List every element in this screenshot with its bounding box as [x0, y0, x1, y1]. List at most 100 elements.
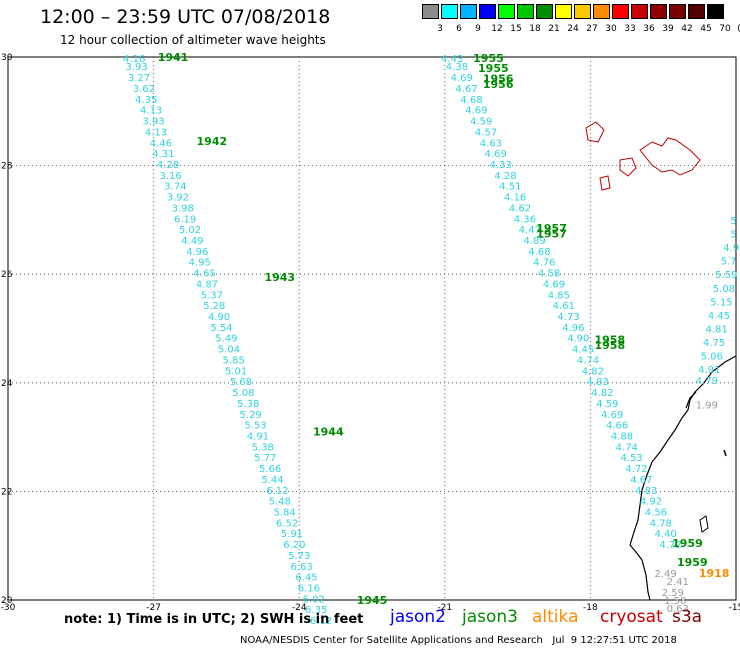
colorbar-label: 36 — [643, 24, 655, 34]
satellite-legend-item: jason3 — [462, 607, 518, 627]
colorbar-label: 21 — [548, 24, 560, 34]
swh-label: 4.88 — [611, 431, 633, 442]
pass-time-label: 1957 — [536, 227, 567, 240]
satellite-legend-item: cryosat — [600, 607, 663, 627]
colorbar-swatch — [517, 4, 534, 19]
swh-label: 6.16 — [298, 584, 320, 595]
swh-label: 5.49 — [215, 334, 237, 345]
colorbar-swatch — [536, 4, 553, 19]
swh-label: 1.99 — [696, 401, 718, 412]
swh-label: 4.45 — [708, 311, 730, 322]
swh-label: 4.56 — [645, 507, 667, 518]
colorbar-swatch — [669, 4, 686, 19]
swh-label: 4.59 — [596, 399, 618, 410]
pass-time-label: 1959 — [677, 556, 708, 569]
colorbar-label: 42 — [681, 24, 693, 34]
swh-label: 3.27 — [128, 73, 150, 84]
swh-label: 4.76 — [533, 258, 555, 269]
colorbar-swatch — [422, 4, 439, 19]
y-tick-label: 20 — [1, 596, 13, 606]
colorbar-label: (ft) — [734, 24, 740, 34]
colorbar-swatch — [441, 4, 458, 19]
coastline-inlet — [685, 391, 697, 409]
swh-label: 6.20 — [283, 540, 305, 551]
pass-time-label: 1955 — [473, 52, 504, 65]
island-small-2 — [723, 449, 727, 457]
swh-label: 2.41 — [667, 577, 689, 588]
swh-label: 5.85 — [223, 355, 245, 366]
colorbar-swatch — [707, 4, 724, 19]
colorbar-swatch — [555, 4, 572, 19]
swh-label: 5.02 — [179, 225, 201, 236]
colorbar-label: 33 — [624, 24, 636, 34]
pass-time-label: 1943 — [264, 271, 295, 284]
swh-label: 5.38 — [237, 399, 259, 410]
y-tick-label: 22 — [1, 487, 12, 497]
swh-label: 6.12 — [266, 486, 288, 497]
swh-label: 4.13 — [145, 127, 167, 138]
swh-label: 2.59 — [662, 588, 684, 599]
swh-label: 4.40 — [654, 529, 676, 540]
island-tenerife — [639, 137, 701, 176]
swh-label: 4.82 — [582, 366, 604, 377]
pass-time-label: 1959 — [672, 537, 703, 550]
swh-label: 4.92 — [640, 497, 662, 508]
swh-label: 5 — [730, 216, 736, 227]
swh-label: 3.98 — [172, 203, 194, 214]
swh-label: 5.7 — [721, 257, 737, 268]
swh-label: 4.58 — [538, 269, 560, 280]
swh-label: 4.63 — [480, 138, 502, 149]
swh-label: 6.63 — [290, 562, 312, 573]
swh-label: 4.91 — [698, 365, 720, 376]
swh-label: 5.04 — [218, 345, 240, 356]
colorbar-label: 18 — [529, 24, 541, 34]
colorbar-swatch — [574, 4, 591, 19]
y-tick-label: 28 — [1, 162, 13, 172]
swh-label: 5.91 — [281, 529, 303, 540]
swh-label: 4.47 — [519, 225, 541, 236]
swh-label: 3.16 — [159, 171, 181, 182]
colorbar-swatch — [479, 4, 496, 19]
swh-label: 4.83 — [635, 486, 657, 497]
swh-label: 4.69 — [465, 106, 487, 117]
swh-label: 4.91 — [247, 431, 269, 442]
pass-time-label: 1955 — [478, 62, 509, 75]
chart-subtitle: 12 hour collection of altimeter wave hei… — [60, 33, 326, 47]
swh-label: 4.13 — [140, 106, 162, 117]
swh-label: 3.74 — [164, 182, 186, 193]
swh-label: 4.35 — [135, 95, 157, 106]
swh-label: 4.87 — [196, 279, 218, 290]
colorbar-label: 9 — [475, 24, 481, 34]
swh-label: 5.08 — [232, 388, 254, 399]
swh-label: 4.81 — [705, 325, 727, 336]
pass-time-label: 1956 — [483, 78, 514, 91]
swh-label: 4.78 — [650, 518, 672, 529]
pass-time-label: 1918 — [699, 567, 730, 580]
swh-label: 4.16 — [123, 54, 145, 65]
swh-label: 4.16 — [504, 193, 526, 204]
chart-title: 12:00 – 23:59 UTC 07/08/2018 — [40, 6, 331, 28]
swh-label: 5.73 — [288, 551, 310, 562]
swh-label: 4.65 — [193, 269, 215, 280]
swh-label: 6.19 — [174, 214, 196, 225]
swh-label: 4.68 — [460, 95, 482, 106]
x-tick-label: -27 — [146, 603, 161, 613]
x-tick-label: -24 — [292, 603, 307, 613]
x-tick-label: -18 — [583, 603, 598, 613]
swh-label: 6.45 — [295, 573, 317, 584]
swh-label: 4.79 — [696, 376, 718, 387]
pass-time-label: 1942 — [197, 135, 228, 148]
swh-label: 4.46 — [150, 138, 172, 149]
swh-label: 4.89 — [523, 236, 545, 247]
swh-label: 4.57 — [475, 127, 497, 138]
swh-label: 4.75 — [703, 338, 725, 349]
colorbar-label: 3 — [437, 24, 443, 34]
colorbar-label: 45 — [700, 24, 712, 34]
swh-label: 4.67 — [630, 475, 652, 486]
swh-label: 4.72 — [659, 540, 681, 551]
credit-line: NOAA/NESDIS Center for Satellite Applica… — [240, 635, 677, 646]
swh-label: 4.90 — [567, 334, 589, 345]
swh-label: 4.61 — [553, 301, 575, 312]
satellite-legend-item: jason2 — [390, 607, 446, 627]
